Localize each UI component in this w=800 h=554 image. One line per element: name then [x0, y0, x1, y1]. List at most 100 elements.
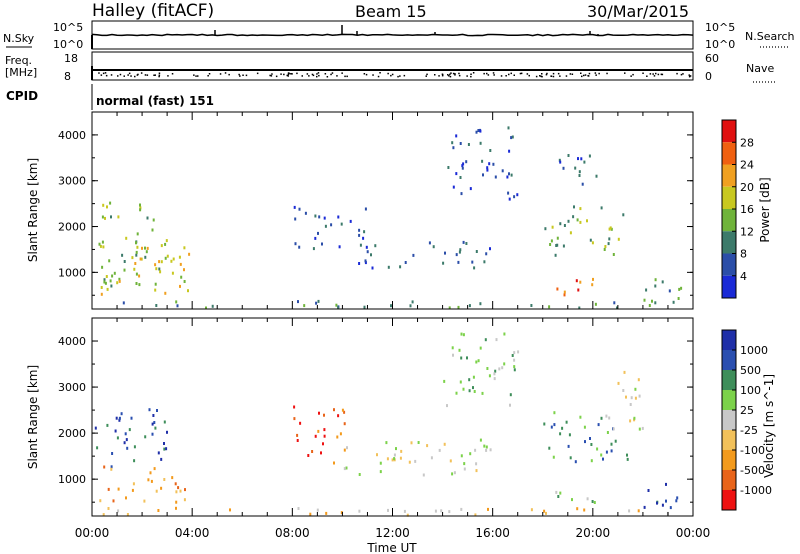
range-cell: [584, 440, 586, 444]
range-cell: [616, 306, 618, 310]
nave-point: [271, 73, 273, 75]
range-cell: [571, 498, 573, 502]
nave-point: [318, 74, 320, 77]
range-cell: [422, 473, 425, 477]
range-cell: [589, 437, 591, 440]
range-cell: [475, 130, 478, 134]
range-cell: [98, 242, 101, 246]
range-cell: [462, 162, 465, 166]
range-cell: [175, 300, 178, 304]
colorbar-swatch: [722, 450, 736, 470]
range-cell: [569, 231, 572, 235]
range-cell: [578, 174, 581, 177]
range-cell: [486, 367, 489, 370]
range-cell: [555, 490, 558, 494]
range-cell: [559, 160, 562, 164]
range-cell: [473, 266, 476, 270]
nave-point: [283, 73, 285, 76]
range-cell: [164, 291, 167, 295]
nave-point: [123, 75, 125, 77]
range-cell: [492, 162, 495, 166]
range-cell: [343, 410, 346, 414]
range-cell: [451, 141, 454, 145]
range-cell: [471, 260, 474, 264]
range-cell: [147, 478, 150, 482]
nave-point: [472, 72, 475, 74]
range-cell: [294, 242, 297, 246]
range-cell: [114, 429, 117, 433]
range-cell: [130, 416, 133, 420]
frequency-panel: Freq. [MHz] 18 8 60 0 Nave: [5, 51, 776, 83]
nave-point: [458, 72, 460, 75]
nave-point: [513, 74, 515, 76]
range-cell: [479, 302, 482, 306]
range-cell: [569, 456, 572, 460]
nave-point: [584, 74, 587, 76]
nave-point: [452, 72, 455, 75]
range-cell: [146, 246, 149, 250]
range-cell: [462, 333, 465, 337]
range-cell: [133, 459, 136, 463]
colorbar-swatch: [722, 164, 736, 187]
y-tick-label: 2000: [58, 427, 86, 440]
nave-point: [365, 73, 368, 76]
range-cell: [556, 236, 559, 240]
range-cell: [133, 267, 136, 271]
range-cell: [651, 299, 653, 303]
nave-point: [291, 73, 293, 75]
range-cell: [323, 216, 326, 220]
range-cell: [156, 409, 158, 412]
range-cell: [165, 447, 168, 451]
range-cell: [99, 244, 102, 248]
colorbar-tick-label: 12: [740, 225, 754, 238]
range-cell: [154, 426, 157, 430]
nave-point: [98, 72, 100, 74]
colorbar-tick-label: 4: [740, 270, 747, 283]
range-cell: [597, 423, 600, 427]
range-cell: [428, 241, 431, 245]
colorbar-swatch: [722, 142, 736, 165]
range-cell: [395, 447, 397, 451]
range-cell: [102, 203, 105, 207]
nave-point: [290, 73, 292, 75]
range-cell: [183, 280, 186, 283]
range-cell: [103, 280, 106, 284]
range-cell: [406, 513, 409, 517]
colorbar-tick-label: 8: [740, 248, 747, 261]
nave-point: [580, 72, 582, 74]
range-cell: [459, 142, 462, 145]
range-cell: [171, 271, 174, 275]
range-cell: [374, 244, 377, 248]
range-cell: [449, 459, 452, 463]
range-cell: [482, 173, 484, 177]
nave-point: [346, 75, 348, 78]
nave-point: [441, 74, 444, 77]
range-cell: [94, 426, 97, 430]
range-cell: [452, 146, 455, 150]
range-cell: [472, 386, 474, 390]
nave-point: [680, 73, 683, 76]
nave-point: [682, 73, 684, 75]
range-cell: [144, 255, 147, 259]
range-cell: [108, 259, 111, 263]
nave-point: [316, 75, 318, 78]
range-cell: [337, 414, 340, 418]
nave-point: [526, 73, 529, 75]
colorbar-tick-label: 16: [740, 203, 754, 216]
range-cell: [567, 154, 570, 157]
range-cell: [364, 261, 367, 265]
range-cell: [101, 265, 104, 269]
sky-noise-line: [91, 33, 694, 37]
range-cell: [333, 461, 335, 465]
nave-point: [397, 75, 399, 78]
range-cell: [314, 236, 317, 240]
nave-point: [458, 74, 461, 77]
range-cell: [297, 300, 299, 304]
range-cell: [143, 499, 146, 503]
range-cell: [183, 498, 186, 502]
nave-point: [197, 75, 199, 77]
range-cell: [609, 226, 612, 230]
range-cell: [128, 428, 131, 432]
range-cell: [340, 511, 343, 515]
range-cell: [157, 509, 160, 512]
